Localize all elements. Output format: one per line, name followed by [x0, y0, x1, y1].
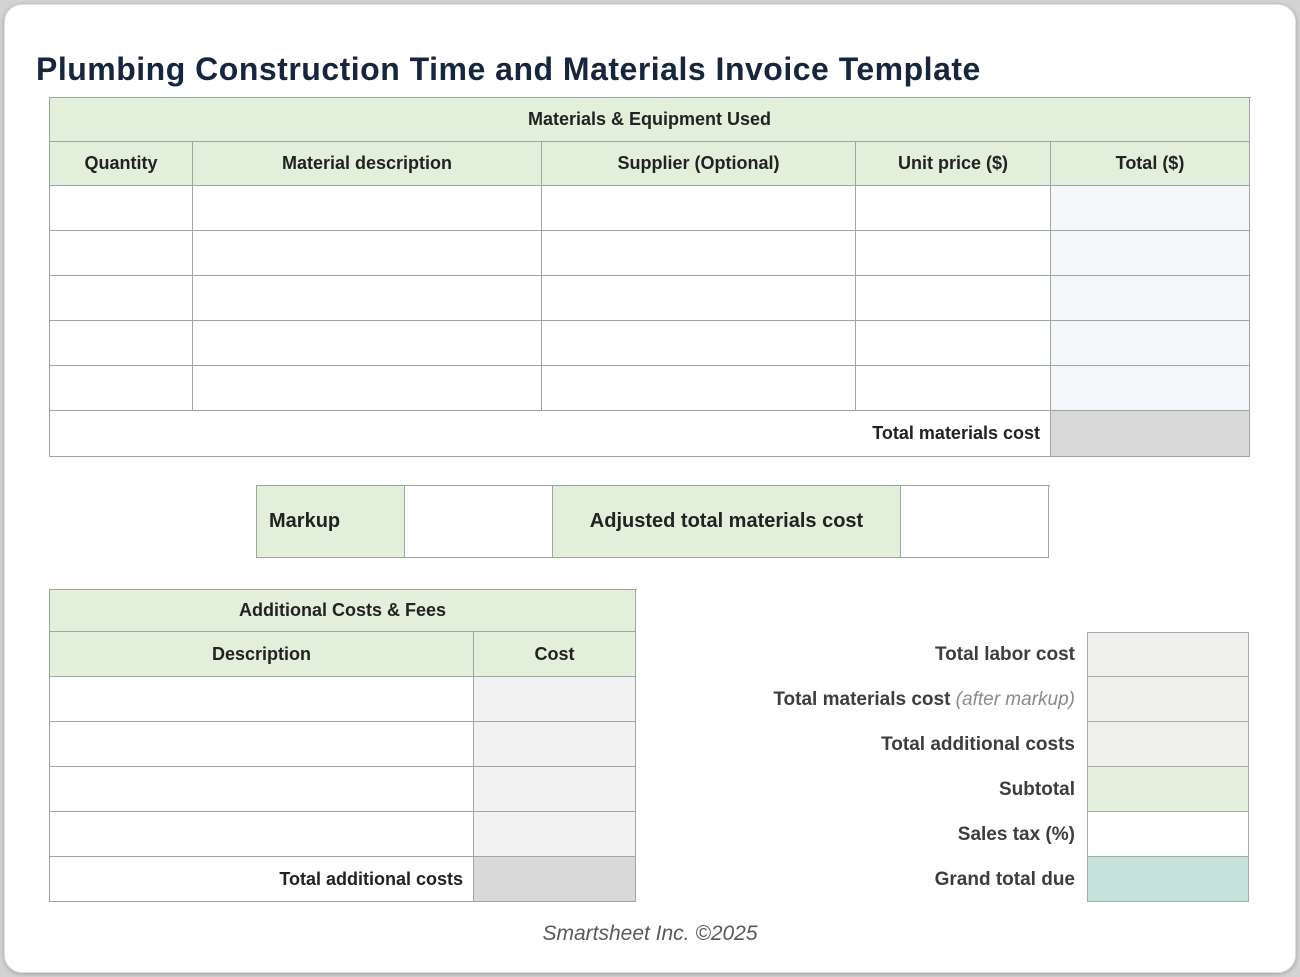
- materials-cell-r4-material-description[interactable]: [193, 321, 542, 366]
- materials-section-header: Materials & Equipment Used: [50, 98, 1250, 142]
- summary-row-total-materials-cost: Total materials cost (after markup): [660, 677, 1249, 722]
- summary-label-total-materials-cost: Total materials cost (after markup): [773, 689, 1075, 710]
- additional-cell-r2-description[interactable]: [50, 722, 474, 767]
- materials-col-material-description: Material description: [193, 142, 542, 186]
- materials-cell-r1-material-description[interactable]: [193, 186, 542, 231]
- markup-label: Markup: [257, 486, 405, 558]
- additional-cell-r4-description[interactable]: [50, 812, 474, 857]
- markup-bar: Markup Adjusted total materials cost: [256, 485, 1050, 558]
- summary-value-cell-subtotal: [1087, 767, 1249, 812]
- summary-value-cell-total-labor-cost: [1087, 632, 1249, 677]
- summary-label-sales-tax: Sales tax (%): [957, 824, 1075, 845]
- materials-cell-r4-supplier-optional[interactable]: [542, 321, 856, 366]
- page-title: Plumbing Construction Time and Materials…: [36, 51, 981, 88]
- additional-cell-r3-description[interactable]: [50, 767, 474, 812]
- materials-cell-r3-unit-price[interactable]: [856, 276, 1051, 321]
- materials-cell-r2-unit-price[interactable]: [856, 231, 1051, 276]
- materials-cell-r4-total[interactable]: [1051, 321, 1250, 366]
- additional-cell-r1-cost[interactable]: [474, 677, 636, 722]
- summary-value-cell-sales-tax[interactable]: [1087, 812, 1249, 857]
- materials-cell-r2-quantity[interactable]: [50, 231, 193, 276]
- footer-credit: Smartsheet Inc. ©2025: [542, 922, 758, 945]
- summary-label-grand-total-due: Grand total due: [934, 869, 1075, 890]
- materials-col-supplier-optional: Supplier (Optional): [542, 142, 856, 186]
- summary-label-note: (after markup): [950, 689, 1075, 710]
- materials-cell-r5-quantity[interactable]: [50, 366, 193, 411]
- materials-cell-r5-unit-price[interactable]: [856, 366, 1051, 411]
- invoice-summary: Total labor cost Total materials cost (af…: [660, 632, 1249, 902]
- materials-cell-r2-supplier-optional[interactable]: [542, 231, 856, 276]
- summary-row-total-additional-costs: Total additional costs: [660, 722, 1249, 767]
- materials-cell-r3-quantity[interactable]: [50, 276, 193, 321]
- additional-total-label: Total additional costs: [50, 857, 474, 902]
- materials-cell-r1-quantity[interactable]: [50, 186, 193, 231]
- materials-cell-r3-material-description[interactable]: [193, 276, 542, 321]
- additional-col-cost: Cost: [474, 632, 636, 677]
- summary-value-cell-total-additional-costs: [1087, 722, 1249, 767]
- materials-cell-r2-material-description[interactable]: [193, 231, 542, 276]
- materials-equipment-table: Materials & Equipment Used Quantity Mater…: [49, 97, 1251, 457]
- adjusted-total-label: Adjusted total materials cost: [553, 486, 901, 558]
- additional-cell-r2-cost[interactable]: [474, 722, 636, 767]
- summary-row-subtotal: Subtotal: [660, 767, 1249, 812]
- materials-cell-r1-supplier-optional[interactable]: [542, 186, 856, 231]
- materials-total-label: Total materials cost: [50, 411, 1051, 457]
- markup-value-cell[interactable]: [405, 486, 553, 558]
- materials-cell-r1-total[interactable]: [1051, 186, 1250, 231]
- additional-section-header: Additional Costs & Fees: [50, 590, 636, 632]
- materials-col-unit-price: Unit price ($): [856, 142, 1051, 186]
- materials-cell-r4-quantity[interactable]: [50, 321, 193, 366]
- materials-col-total: Total ($): [1051, 142, 1250, 186]
- materials-cell-r3-total[interactable]: [1051, 276, 1250, 321]
- additional-costs-table: Additional Costs & Fees Description Cost T…: [49, 589, 637, 902]
- adjusted-total-value-cell: [901, 486, 1049, 558]
- additional-total-value-cell: [474, 857, 636, 902]
- materials-total-value-cell: [1051, 411, 1250, 457]
- summary-row-total-labor-cost: Total labor cost: [660, 632, 1249, 677]
- summary-row-sales-tax: Sales tax (%): [660, 812, 1249, 857]
- materials-cell-r5-total[interactable]: [1051, 366, 1250, 411]
- summary-value-cell-grand-total-due: [1087, 857, 1249, 902]
- additional-cell-r1-description[interactable]: [50, 677, 474, 722]
- materials-cell-r5-material-description[interactable]: [193, 366, 542, 411]
- materials-cell-r1-unit-price[interactable]: [856, 186, 1051, 231]
- materials-col-quantity: Quantity: [50, 142, 193, 186]
- summary-value-cell-total-materials-cost: [1087, 677, 1249, 722]
- materials-cell-r5-supplier-optional[interactable]: [542, 366, 856, 411]
- materials-cell-r3-supplier-optional[interactable]: [542, 276, 856, 321]
- summary-label-total-labor-cost: Total labor cost: [934, 644, 1075, 665]
- materials-cell-r2-total[interactable]: [1051, 231, 1250, 276]
- summary-label-subtotal: Subtotal: [999, 779, 1075, 800]
- summary-row-grand-total-due: Grand total due: [660, 857, 1249, 902]
- additional-cell-r3-cost[interactable]: [474, 767, 636, 812]
- summary-label-total-additional-costs: Total additional costs: [881, 734, 1075, 755]
- additional-cell-r4-cost[interactable]: [474, 812, 636, 857]
- materials-cell-r4-unit-price[interactable]: [856, 321, 1051, 366]
- additional-col-description: Description: [50, 632, 474, 677]
